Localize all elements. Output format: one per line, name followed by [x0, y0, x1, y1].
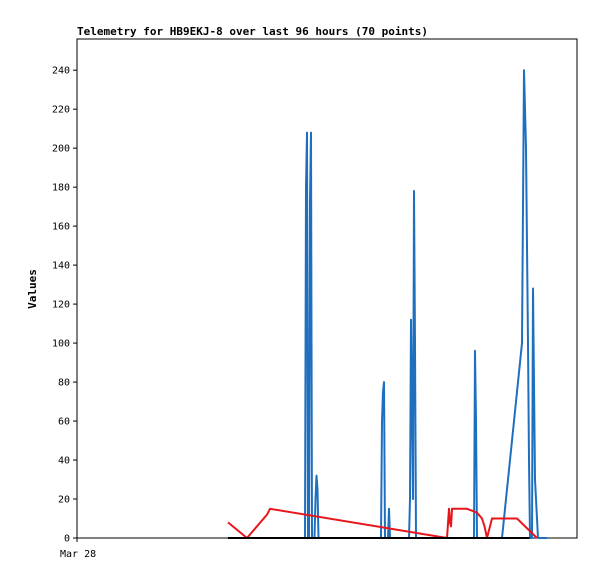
plot-frame — [76, 38, 578, 539]
y-tick-label-7: 140 — [52, 261, 70, 272]
y-axis: 0 20 40 60 80 100 120 140 160 180 200 220 240 — [52, 66, 77, 545]
x-axis: Mar 28 — [60, 538, 96, 560]
y-tick-label-12: 240 — [52, 66, 70, 77]
series-line-blue — [228, 69, 547, 539]
chart-title: Telemetry for HB9EKJ-8 over last 96 hour… — [77, 25, 428, 38]
x-tick-label-0: Mar 28 — [60, 549, 96, 560]
y-tick-label-2: 40 — [58, 456, 70, 467]
y-tick-label-8: 160 — [52, 222, 70, 233]
series-line-red — [227, 507, 538, 539]
y-tick-label-11: 220 — [52, 105, 70, 116]
y-tick-label-6: 120 — [52, 300, 70, 311]
y-tick-label-0: 0 — [64, 534, 70, 545]
y-axis-label: Values — [26, 269, 39, 309]
y-tick-label-1: 20 — [58, 495, 70, 506]
y-tick-label-9: 180 — [52, 183, 70, 194]
y-tick-label-10: 200 — [52, 144, 70, 155]
y-tick-label-4: 80 — [58, 378, 70, 389]
y-tick-label-5: 100 — [52, 339, 70, 350]
series-group — [227, 69, 547, 539]
y-tick-label-3: 60 — [58, 417, 70, 428]
